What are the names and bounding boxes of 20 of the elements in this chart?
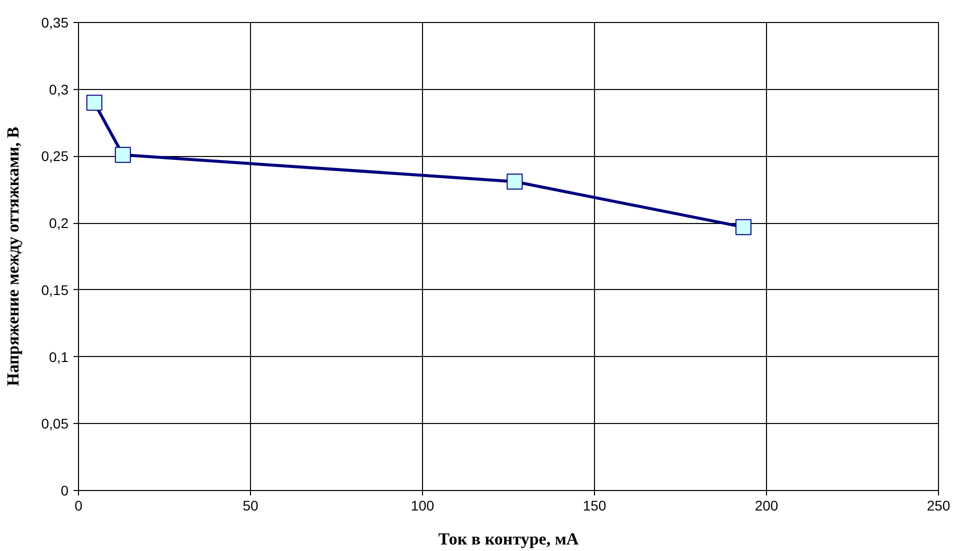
y-tick-label: 0,35 (41, 14, 69, 30)
point (114, 146, 131, 163)
point (735, 219, 752, 236)
point (506, 174, 523, 190)
x-tick-label: 200 (754, 498, 778, 514)
point (86, 94, 102, 111)
y-tick-label: 0,1 (49, 348, 69, 365)
y-tick-label: 0,2 (49, 215, 69, 232)
x-tick-label: 50 (242, 498, 258, 514)
x-tick-label: 250 (926, 498, 950, 514)
y-tick-label: 0 (60, 482, 69, 498)
y-tick-label: 0,15 (41, 282, 69, 298)
y-tick-label: 0,25 (41, 148, 69, 164)
y-axis-title: Напряжение между оттяжками, В (3, 126, 22, 386)
x-axis-title: Ток в контуре, мА (438, 530, 580, 548)
x-tick-label: 100 (410, 498, 434, 514)
y-tick-label: 0,3 (49, 81, 69, 98)
y-tick-label: 0,05 (41, 416, 69, 432)
x-tick-label: 150 (582, 498, 606, 514)
x-tick-label: 0 (74, 498, 83, 514)
